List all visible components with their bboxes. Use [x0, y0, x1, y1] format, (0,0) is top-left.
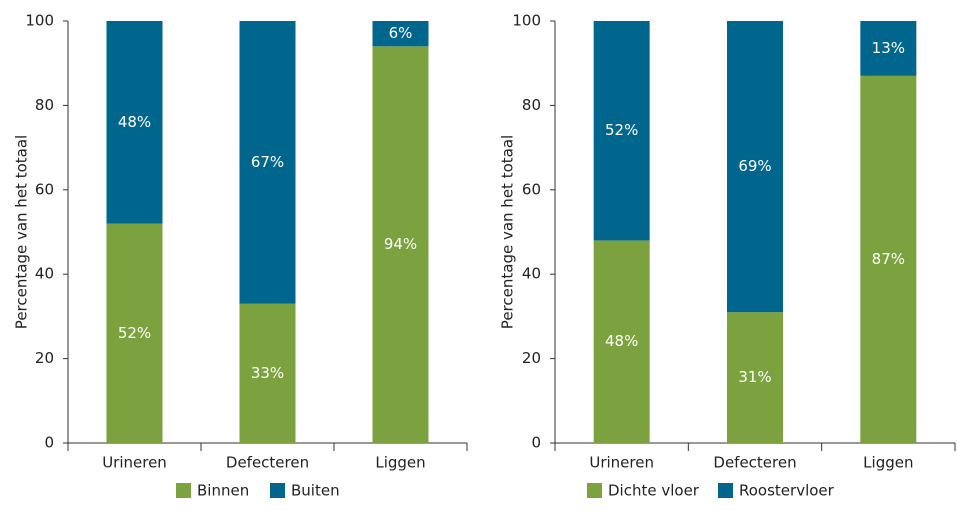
bar-segment [860, 21, 917, 76]
data-label: 31% [738, 368, 771, 386]
x-tick-label: Urineren [589, 454, 654, 472]
bar-segment [727, 312, 783, 443]
data-label: 48% [118, 113, 151, 131]
bar-segment [593, 21, 650, 241]
y-tick-label: 20 [35, 349, 54, 367]
bar-segment [106, 21, 163, 224]
y-tick-label: 60 [522, 180, 541, 198]
data-label: 6% [389, 24, 413, 42]
bar-segment [106, 223, 163, 443]
bar-segment [372, 46, 429, 443]
y-axis-label: Percentage van het totaal [13, 135, 31, 329]
legend-label: Binnen [197, 482, 249, 500]
y-tick-label: 40 [35, 265, 54, 283]
bar-segment [239, 21, 296, 304]
bar-segment [372, 21, 429, 47]
legend-swatch [718, 483, 733, 498]
legend-swatch [270, 483, 285, 498]
bar-segment [593, 240, 650, 443]
y-tick-label: 80 [522, 96, 541, 114]
legend-label: Dichte vloer [608, 482, 700, 500]
data-label: 48% [605, 332, 638, 350]
data-label: 33% [251, 364, 284, 382]
y-axis-label: Percentage van het totaal [499, 135, 517, 329]
y-tick-label: 0 [531, 434, 541, 452]
y-tick-label: 100 [25, 12, 54, 30]
x-tick-label: Urineren [102, 454, 167, 472]
x-tick-label: Defecteren [713, 454, 796, 472]
y-tick-label: 100 [512, 12, 541, 30]
y-tick-label: 60 [35, 180, 54, 198]
data-label: 52% [118, 324, 151, 342]
legend-label: Buiten [291, 482, 340, 500]
data-label: 94% [384, 235, 417, 253]
y-tick-label: 80 [35, 96, 54, 114]
x-tick-label: Defecteren [226, 454, 309, 472]
y-tick-label: 40 [522, 265, 541, 283]
y-tick-label: 20 [522, 349, 541, 367]
legend-swatch [176, 483, 191, 498]
bar-segment [727, 21, 783, 313]
data-label: 69% [738, 157, 771, 175]
legend-swatch [587, 483, 602, 498]
data-label: 87% [872, 250, 905, 268]
x-tick-label: Liggen [863, 454, 913, 472]
y-tick-label: 0 [44, 434, 54, 452]
data-label: 67% [251, 153, 284, 171]
bar-segment [239, 303, 296, 443]
data-label: 13% [872, 39, 905, 57]
data-label: 52% [605, 121, 638, 139]
x-tick-label: Liggen [375, 454, 425, 472]
bar-segment [860, 75, 917, 444]
legend-label: Roostervloer [739, 482, 835, 500]
